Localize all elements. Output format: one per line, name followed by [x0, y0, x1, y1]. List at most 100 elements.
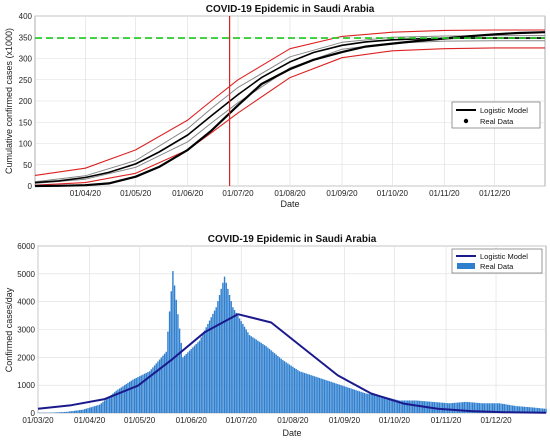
daily-bar: [197, 342, 198, 413]
daily-bar: [452, 403, 453, 413]
daily-bar: [211, 317, 212, 413]
y-tick-label: 6000: [17, 242, 35, 251]
daily-bar: [340, 385, 341, 413]
daily-bar: [295, 369, 296, 413]
y-tick-label: 100: [19, 140, 33, 149]
daily-bar: [334, 383, 335, 413]
x-tick-label: 01/07/20: [222, 189, 254, 198]
daily-bar: [84, 409, 85, 413]
daily-bar: [297, 370, 298, 413]
daily-bar: [375, 395, 376, 413]
daily-bar: [67, 412, 68, 413]
daily-bar: [315, 377, 316, 413]
daily-bar: [367, 394, 368, 413]
daily-bar: [94, 406, 95, 413]
daily-bar: [186, 354, 187, 413]
daily-bar: [194, 346, 195, 413]
x-tick-label: 01/12/20: [480, 416, 512, 425]
daily-bar: [455, 403, 456, 413]
daily-bar: [369, 394, 370, 413]
daily-bar: [302, 372, 303, 413]
daily-bar: [69, 411, 70, 413]
daily-bar: [357, 391, 358, 413]
daily-bar: [322, 379, 323, 413]
x-tick-label: 01/11/20: [431, 416, 462, 425]
daily-bar: [236, 313, 237, 413]
daily-bar: [259, 342, 260, 413]
chart-title-daily: COVID-19 Epidemic in Saudi Arabia: [208, 234, 377, 245]
daily-bar: [414, 400, 415, 413]
daily-bar: [206, 327, 207, 413]
daily-bar: [382, 396, 383, 413]
y-axis-label-daily: Confirmed cases/day: [4, 287, 14, 372]
daily-bar: [350, 389, 351, 413]
x-tick-label: 01/11/20: [429, 189, 460, 198]
daily-bar: [349, 388, 350, 413]
daily-bar: [335, 384, 336, 414]
daily-bar: [324, 380, 325, 413]
daily-bar: [339, 385, 340, 413]
chart-title-cumulative: COVID-19 Epidemic in Saudi Arabia: [206, 4, 375, 15]
daily-bar: [267, 348, 268, 413]
daily-bar: [454, 403, 455, 413]
daily-bar: [354, 390, 355, 413]
daily-bar: [202, 334, 203, 413]
daily-bar: [287, 363, 288, 413]
daily-bar: [141, 375, 142, 413]
daily-bar: [71, 411, 72, 413]
daily-bar: [314, 376, 315, 413]
daily-bar: [407, 400, 408, 413]
daily-bar: [74, 411, 75, 413]
daily-bar: [86, 409, 87, 413]
y-tick-label: 4000: [17, 298, 35, 307]
daily-bar: [161, 358, 162, 413]
daily-bar: [312, 376, 313, 413]
daily-bar: [290, 366, 291, 413]
daily-bar: [101, 403, 102, 413]
daily-bar: [362, 392, 363, 413]
daily-bar: [87, 408, 88, 413]
daily-bar: [305, 373, 306, 413]
y-tick-label: 250: [19, 76, 33, 85]
daily-bar: [412, 400, 413, 413]
daily-bar: [387, 398, 388, 413]
x-axis-label-cumulative: Date: [280, 199, 299, 209]
x-tick-label: 01/08/20: [277, 416, 309, 425]
daily-bar: [196, 344, 197, 413]
daily-bar: [167, 332, 168, 413]
daily-bar: [166, 352, 167, 413]
x-tick-label: 01/04/20: [74, 416, 106, 425]
daily-bar: [217, 301, 218, 413]
daily-bar: [81, 410, 82, 413]
daily-bar: [182, 357, 183, 413]
daily-bar: [72, 411, 73, 413]
daily-bar: [131, 381, 132, 413]
daily-bar: [102, 402, 103, 413]
daily-bar: [327, 381, 328, 413]
daily-bar: [437, 402, 438, 413]
y-tick-label: 2000: [17, 353, 35, 362]
daily-bar: [282, 360, 283, 413]
daily-bar: [447, 403, 448, 413]
daily-bar: [62, 412, 63, 413]
daily-bar: [275, 355, 276, 413]
daily-bar: [319, 378, 320, 413]
daily-bar: [132, 380, 133, 413]
y-tick-label: 200: [19, 97, 33, 106]
daily-bar: [279, 357, 280, 413]
daily-bar: [162, 356, 163, 413]
daily-bar: [222, 283, 223, 413]
y-tick-label: 3000: [17, 326, 35, 335]
daily-bar: [404, 400, 405, 413]
x-tick-label: 01/09/20: [329, 416, 361, 425]
x-tick-label: 01/07/20: [226, 416, 258, 425]
daily-bar: [229, 295, 230, 413]
daily-bar: [329, 381, 330, 413]
x-tick-label: 01/10/20: [379, 416, 411, 425]
daily-bar: [252, 337, 253, 413]
y-tick-label: 350: [19, 33, 33, 42]
daily-bar: [64, 412, 65, 413]
daily-bar: [325, 380, 326, 413]
daily-bar: [129, 382, 130, 413]
